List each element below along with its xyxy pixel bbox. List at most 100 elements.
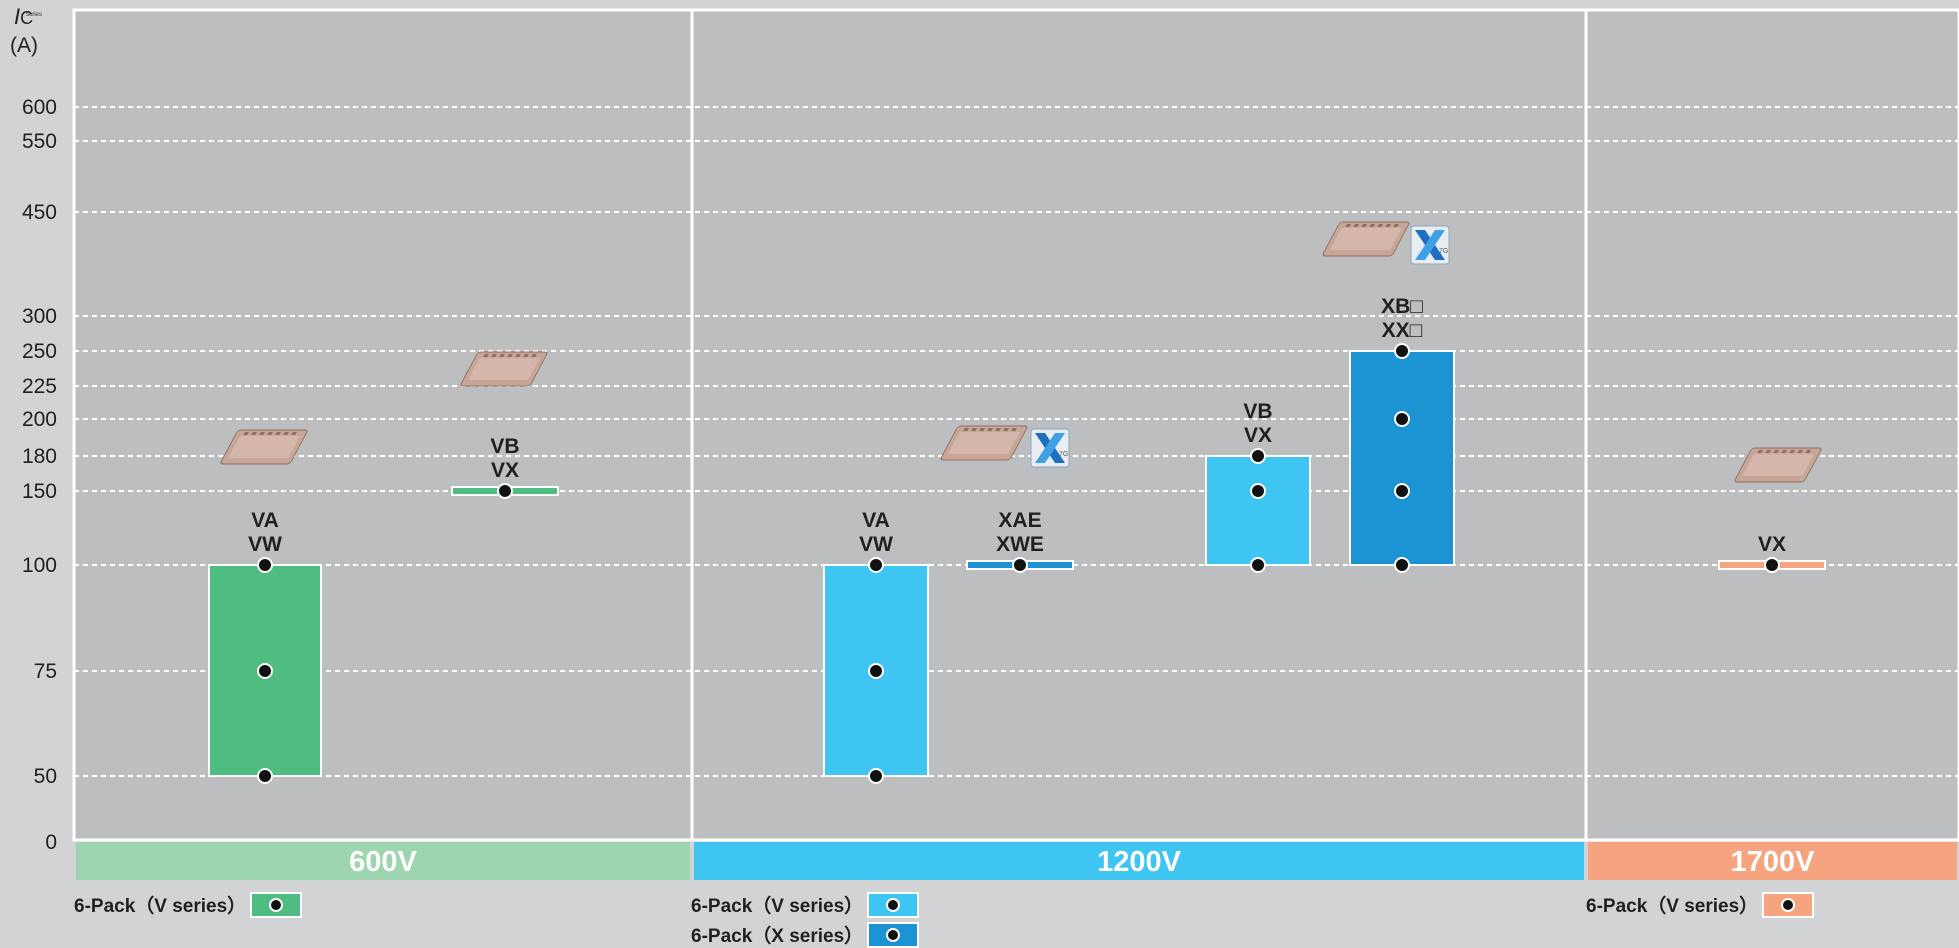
- module-pin: [1789, 450, 1795, 453]
- voltage-band: [1588, 842, 1957, 880]
- y-tick-label: 50: [34, 765, 57, 788]
- module-pin: [243, 432, 249, 435]
- legend-1200v-v-series: 6-Pack（V series）: [691, 891, 920, 918]
- legend-dot: [886, 927, 901, 942]
- y-tick-label: 300: [22, 305, 57, 328]
- bar-label: XB□: [1381, 295, 1423, 318]
- module-pin: [1361, 224, 1367, 227]
- bar-label: XAE: [998, 509, 1041, 532]
- module-pin: [1353, 224, 1359, 227]
- voltage-band-label: 600V: [349, 846, 417, 878]
- module-pin: [259, 432, 265, 435]
- module-pin: [275, 432, 281, 435]
- y-tick-label: 75: [34, 660, 57, 683]
- data-point: [1764, 557, 1780, 573]
- module-pin: [1369, 224, 1375, 227]
- data-point: [1012, 557, 1028, 573]
- igbt-module-image: [220, 429, 308, 465]
- legend-dot: [269, 897, 284, 912]
- module-pin: [291, 432, 297, 435]
- module-pin: [499, 354, 505, 357]
- bar-label: VW: [859, 533, 893, 556]
- legend-label: 6-Pack（X series）: [691, 926, 864, 947]
- data-point: [1250, 448, 1266, 464]
- bar-label: VX: [1244, 424, 1272, 447]
- data-point: [1250, 557, 1266, 573]
- data-point: [257, 768, 273, 784]
- data-point: [868, 663, 884, 679]
- module-pin: [979, 428, 985, 431]
- module-pin: [267, 432, 273, 435]
- legend-label: 6-Pack（V series）: [691, 896, 864, 917]
- module-top: [1742, 454, 1814, 476]
- module-pin: [987, 428, 993, 431]
- data-point: [1394, 557, 1410, 573]
- range-bar: [1205, 455, 1311, 566]
- y-tick-label: 550: [22, 130, 57, 153]
- badge-text: series: [26, 12, 42, 18]
- module-pin: [483, 354, 489, 357]
- module-pin: [531, 354, 537, 357]
- module-pin: [1377, 224, 1383, 227]
- legend-1700v-v-series: 6-Pack（V series）: [1586, 891, 1815, 918]
- module-pin: [1797, 450, 1803, 453]
- voltage-band: [694, 842, 1584, 880]
- y-axis-label: IC: [14, 4, 33, 29]
- legend-swatch-darkblue: [867, 921, 920, 948]
- module-pin: [995, 428, 1001, 431]
- y-tick-label: 600: [22, 96, 57, 119]
- range-bar: [1349, 350, 1455, 566]
- x-series-badge-icon: 7G: [1030, 428, 1070, 468]
- legend-dot: [1781, 897, 1796, 912]
- data-point: [1394, 411, 1410, 427]
- bar-label: VB: [1243, 400, 1272, 423]
- badge-text: 7G: [1059, 451, 1068, 458]
- y-tick-label: 180: [22, 445, 57, 468]
- y-tick-label: 225: [22, 375, 57, 398]
- bar-label: VA: [862, 509, 890, 532]
- igbt-module-image: [1734, 447, 1822, 483]
- data-point: [868, 557, 884, 573]
- module-pin: [1011, 428, 1017, 431]
- module-top: [228, 436, 300, 458]
- bar-label: XWE: [996, 533, 1044, 556]
- badge-x: [1415, 230, 1445, 260]
- legend-swatch-green: [250, 891, 303, 918]
- module-pin: [1003, 428, 1009, 431]
- module-pin: [1781, 450, 1787, 453]
- module-top: [468, 358, 540, 380]
- legend-600v-v-series: 6-Pack（V series）: [74, 891, 303, 918]
- y-tick-label: 150: [22, 480, 57, 503]
- bar-label: VX: [491, 459, 519, 482]
- data-point: [497, 483, 513, 499]
- module-pin: [1765, 450, 1771, 453]
- data-point: [1394, 483, 1410, 499]
- y-tick-label: 200: [22, 408, 57, 431]
- data-point: [1250, 483, 1266, 499]
- igbt-module-image: [460, 351, 548, 387]
- module-pin: [1345, 224, 1351, 227]
- module-pin: [491, 354, 497, 357]
- module-top: [948, 432, 1020, 454]
- module-pin: [515, 354, 521, 357]
- legend-swatch-orange: [1762, 891, 1815, 918]
- igbt-module-image: [940, 425, 1028, 461]
- voltage-band: [76, 842, 690, 880]
- data-point: [257, 663, 273, 679]
- voltage-band-label: 1200V: [1097, 846, 1182, 878]
- badge-x: [1035, 433, 1065, 463]
- data-point: [1394, 343, 1410, 359]
- bar-label: VA: [251, 509, 279, 532]
- bar-label: XX□: [1382, 319, 1423, 342]
- plot-area: [72, 8, 1959, 842]
- legend-1200v-x-series: 6-Pack（X series）: [691, 921, 920, 948]
- y-tick-label: 0: [45, 831, 57, 854]
- legend-swatch-lightblue: [867, 891, 920, 918]
- module-top: [1330, 228, 1402, 250]
- module-pin: [1773, 450, 1779, 453]
- badge-text: 7G: [1439, 248, 1448, 255]
- module-pin: [507, 354, 513, 357]
- module-pin: [971, 428, 977, 431]
- module-pin: [283, 432, 289, 435]
- module-pin: [251, 432, 257, 435]
